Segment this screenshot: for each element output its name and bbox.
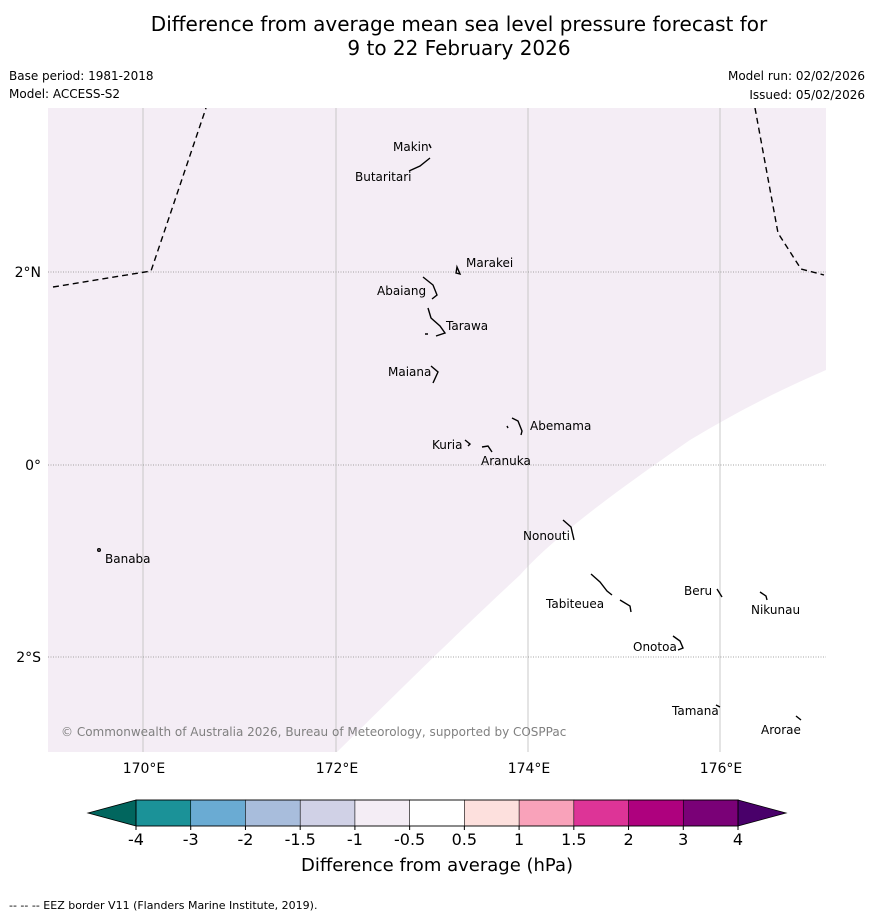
eez-border-west <box>52 108 207 288</box>
island-shape-beru <box>716 588 723 598</box>
island-label: Butaritari <box>355 170 412 184</box>
latitude-labels: 2°N 0° 2°S <box>15 265 42 666</box>
island-shape-makin <box>428 143 432 149</box>
island-shape-kuria <box>464 439 472 447</box>
colorbar-segment <box>518 799 575 827</box>
colorbar-tick-label: 0.5 <box>452 830 477 849</box>
colorbar-tick-label: -1.5 <box>285 830 316 849</box>
island-shape-tamana <box>715 704 721 708</box>
colorbar-tick-label: 2 <box>623 830 633 849</box>
lon-label-172e: 172°E <box>316 761 359 777</box>
island-shape-nonouti <box>562 519 575 541</box>
island-label: Onotoa <box>633 640 677 654</box>
map-figure: Makin Butaritari Marakei Abaiang Tarawa … <box>15 108 826 876</box>
colorbar-label: Difference from average (hPa) <box>301 855 573 876</box>
colorbar-segment <box>135 799 192 827</box>
colorbar-segment <box>682 799 739 827</box>
island-shape-arorae <box>795 715 802 721</box>
island-shape-nikunau <box>759 591 768 601</box>
parallels <box>48 271 826 658</box>
colorbar-segment <box>409 799 466 827</box>
colorbar-segment <box>628 799 685 827</box>
island-label: Maiana <box>388 365 431 379</box>
island-shape-butaritari <box>408 157 431 172</box>
colorbar-overflow-arrow <box>737 799 788 827</box>
colorbar-tick-label: -1 <box>347 830 363 849</box>
model-run: Model run: 02/02/2026 <box>727 69 865 83</box>
lon-label-170e: 170°E <box>123 761 166 777</box>
title-line-2: 9 to 22 February 2026 <box>347 36 571 60</box>
colorbar-tick-label: 1.5 <box>561 830 586 849</box>
island-shape-maiana <box>430 365 439 384</box>
lat-label-2n: 2°N <box>15 265 41 281</box>
island-shape-aranuka <box>481 445 493 453</box>
island-label: Nikunau <box>751 603 800 617</box>
colorbar-segment <box>354 799 411 827</box>
island-outlines <box>96 143 802 721</box>
colorbar-tick-label: 1 <box>514 830 524 849</box>
island-label: Tarawa <box>445 319 488 333</box>
colorbar-tick-label: -2 <box>237 830 253 849</box>
colorbar-tick-label: -0.5 <box>394 830 425 849</box>
base-period: Base period: 1981-2018 <box>9 69 154 83</box>
colorbar-tick-label: 3 <box>678 830 688 849</box>
model-name: Model: ACCESS-S2 <box>9 87 121 101</box>
island-label: Nonouti <box>523 529 570 543</box>
colorbar-segment <box>190 799 247 827</box>
colorbar-segment <box>464 799 520 827</box>
colorbar-underflow-arrow <box>86 799 137 827</box>
island-shape-onotoa <box>672 635 684 651</box>
lon-label-174e: 174°E <box>508 761 551 777</box>
colorbar-tick-label: -4 <box>128 830 144 849</box>
longitude-labels: 170°E 172°E 174°E 176°E <box>123 761 743 777</box>
lon-label-176e: 176°E <box>700 761 743 777</box>
island-shape-abemama <box>506 417 523 436</box>
island-shape-abaiang <box>422 276 438 300</box>
colorbar-outline <box>135 799 739 827</box>
colorbar-segments <box>135 799 739 827</box>
graticule <box>142 108 721 752</box>
colorbar-tick-label: -3 <box>183 830 199 849</box>
island-label: Abaiang <box>377 284 426 298</box>
lat-label-0: 0° <box>25 458 41 474</box>
colorbar-segment <box>245 799 301 827</box>
eez-border-east <box>754 108 825 276</box>
island-label: Abemama <box>530 419 591 433</box>
island-label: Marakei <box>466 256 513 270</box>
island-label: Tamana <box>671 704 719 718</box>
eez-footnote: -- -- -- EEZ border V11 (Flanders Marine… <box>9 899 318 912</box>
island-label: Banaba <box>105 552 151 566</box>
island-label: Tabiteuea <box>545 597 604 611</box>
island-shape-banaba <box>96 548 101 553</box>
issued-date: Issued: 05/02/2026 <box>749 88 865 102</box>
island-label: Arorae <box>761 723 801 737</box>
island-shape-tarawa <box>425 307 447 337</box>
island-label: Makin <box>393 140 429 154</box>
map-title: Difference from average mean sea level p… <box>0 12 873 60</box>
eez-borders <box>52 108 825 288</box>
copyright-notice: © Commonwealth of Australia 2026, Bureau… <box>61 725 566 739</box>
anomaly-shading-region <box>48 108 826 752</box>
colorbar-tick-label: 4 <box>733 830 743 849</box>
island-label: Kuria <box>432 438 463 452</box>
colorbar-segment <box>299 799 356 827</box>
island-label: Aranuka <box>481 454 531 468</box>
colorbar-segment <box>573 799 630 827</box>
title-line-1: Difference from average mean sea level p… <box>150 12 768 36</box>
colorbar-ticks: -4 -3 -2 -1.5 -1 -0.5 0.5 1 1.5 2 3 4 <box>128 826 743 849</box>
island-shape-marakei <box>455 264 462 276</box>
lat-label-2s: 2°S <box>16 650 41 666</box>
island-shape-tabiteuea <box>590 573 632 613</box>
island-labels: Makin Butaritari Marakei Abaiang Tarawa … <box>105 140 801 737</box>
island-label: Beru <box>684 584 712 598</box>
colorbar: -4 -3 -2 -1.5 -1 -0.5 0.5 1 1.5 2 3 4 Difference fr… <box>86 799 788 876</box>
map-frame: Makin Butaritari Marakei Abaiang Tarawa … <box>48 108 826 752</box>
